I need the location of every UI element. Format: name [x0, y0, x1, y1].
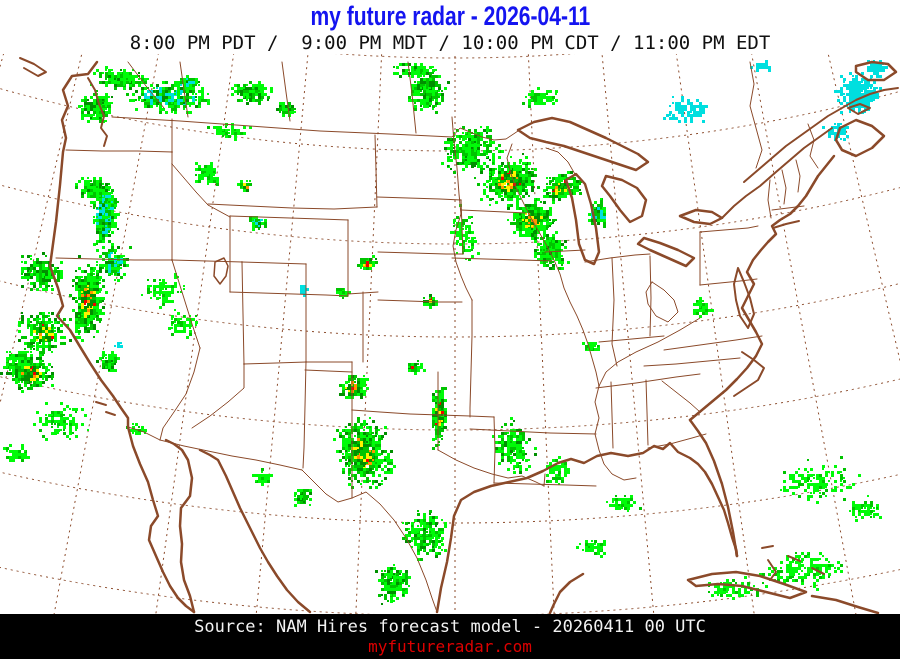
page-title: my future radar - 2026-04-11 [310, 0, 590, 31]
source-bar: Source: NAM Hires forecast model - 20260… [0, 614, 900, 659]
radar-header: my future radar - 2026-04-11 8:00 PM PDT… [0, 0, 900, 55]
forecast-times-subtitle: 8:00 PM PDT / 9:00 PM MDT / 10:00 PM CDT… [129, 32, 771, 54]
radar-map-canvas [0, 54, 900, 614]
website-link[interactable]: myfutureradar.com [368, 637, 532, 656]
source-text: Source: NAM Hires forecast model - 20260… [194, 617, 706, 637]
radar-map [0, 54, 900, 614]
